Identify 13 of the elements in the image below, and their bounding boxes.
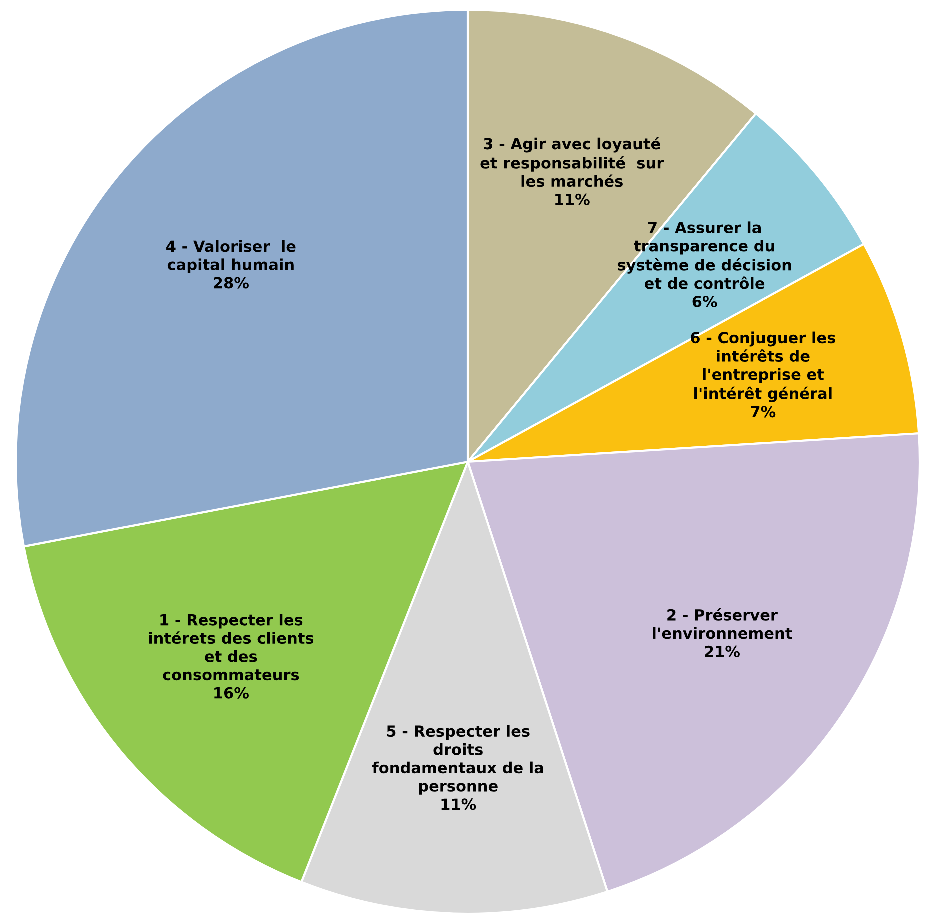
slice-label: 3 - Agir avec loyauté et responsabilité sur les marchés xyxy=(480,137,664,188)
data-label: 6% xyxy=(692,296,718,308)
data-label: 21% xyxy=(705,646,740,658)
slice-label: 5 - Respecter les droits fondamentaux de la personne xyxy=(372,725,544,795)
data-label: 16% xyxy=(214,687,249,699)
slice-label: 7 - Assurer la transparence du système de décision et de contrôle xyxy=(618,222,792,290)
data-label: 28% xyxy=(214,277,249,289)
data-label: 11% xyxy=(442,798,476,810)
slice-label: 1 - Respecter les intérets des clients et des consommateurs xyxy=(149,614,314,681)
slice-label: 2 - Préserver l'environnement xyxy=(653,608,792,640)
slice-label: 4 - Valoriser le capital humain xyxy=(166,240,296,274)
data-label: 11% xyxy=(556,194,590,206)
data-label: 7% xyxy=(751,406,776,418)
